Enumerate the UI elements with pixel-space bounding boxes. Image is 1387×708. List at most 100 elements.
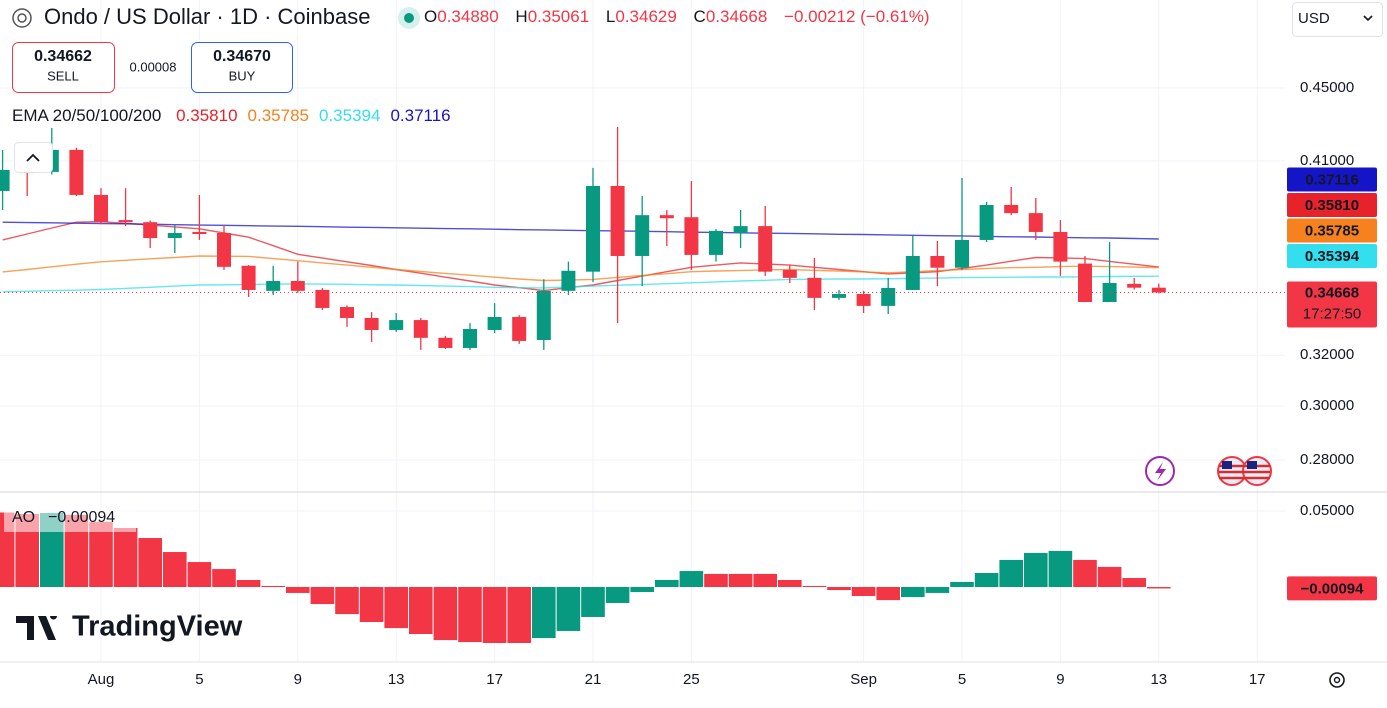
sell-price[interactable]: 0.34662 (34, 48, 92, 65)
ao-bar (704, 573, 728, 588)
x-tick-label: 21 (585, 671, 602, 688)
candle-body (1078, 263, 1092, 302)
candle-body (758, 226, 773, 272)
collapse-button[interactable] (14, 142, 53, 173)
x-tick-label: 5 (195, 671, 203, 688)
sell-button[interactable] (12, 42, 115, 93)
currency[interactable]: USD (1298, 10, 1330, 27)
ao-bar (163, 552, 187, 588)
candle-body (340, 307, 354, 318)
last-price-label: 0.34668 (1305, 284, 1359, 301)
settings-icon[interactable] (1329, 672, 1345, 688)
x-tick-label: Sep (850, 671, 877, 688)
candle-body (217, 232, 231, 267)
lightning[interactable] (1155, 462, 1166, 481)
ao-bar (359, 587, 384, 622)
candle-body (94, 194, 108, 223)
candle-body (192, 231, 207, 235)
ao-tag-label: −0.00094 (1301, 580, 1365, 597)
candle-body (463, 329, 477, 348)
plot (0, 126, 1285, 643)
ao-bar (630, 587, 654, 593)
ao-bar (802, 585, 827, 588)
sell-label[interactable]: SELL (47, 68, 79, 83)
x-tick-label: 13 (388, 671, 405, 688)
ao-bar (974, 573, 999, 588)
ao-bar (925, 587, 950, 593)
ao-bar (901, 587, 925, 598)
candle-body (118, 220, 133, 223)
symbol-icon (12, 8, 32, 28)
currency-chevron[interactable] (1363, 15, 1373, 22)
ao-bar (261, 585, 285, 588)
candle-body (69, 149, 84, 195)
y-tick-label: 0.30000 (1300, 397, 1354, 414)
y-tick-label: 0.28000 (1300, 451, 1354, 468)
ao-bar (15, 513, 39, 588)
candle-body (979, 204, 994, 240)
candle-body (930, 255, 945, 268)
price-tag (1287, 243, 1377, 268)
candle-body (610, 186, 625, 256)
candle-body (856, 294, 871, 306)
ohlc-key: C (694, 7, 706, 26)
candle-body (364, 317, 379, 330)
ema-line (2, 221, 1159, 240)
candle-body (1102, 282, 1117, 302)
ao-bar (458, 587, 482, 643)
symbol-icon-inner (17, 13, 27, 23)
indicator-value: 0.35394 (319, 106, 380, 125)
ao-bar (605, 587, 630, 603)
candle-body (487, 317, 502, 330)
candle-body (1028, 213, 1043, 232)
price-tag-label: 0.35785 (1305, 222, 1359, 239)
candle-body (659, 215, 674, 219)
countdown: 17:27:50 (1303, 305, 1361, 322)
x-tick-label: 25 (683, 671, 700, 688)
candle-body (955, 239, 969, 268)
settings-icon-inner[interactable] (1333, 676, 1341, 684)
candle-body (905, 255, 920, 290)
candle-body (1151, 287, 1166, 293)
currency-select[interactable] (1292, 2, 1383, 37)
ao-bar (1097, 566, 1122, 588)
ema-line (2, 255, 1159, 282)
price-tag (1287, 192, 1377, 217)
ao-bar (753, 573, 777, 588)
ao-bar (212, 569, 236, 588)
candle-body (832, 294, 846, 298)
collapse-icon[interactable] (26, 153, 40, 162)
ohlc-key: H (515, 7, 527, 26)
candle-body (782, 269, 797, 278)
indicator-value: 0.37116 (390, 106, 450, 125)
ao-bar (433, 587, 458, 641)
ao-bar (113, 527, 138, 588)
y-tick-label: 0.32000 (1300, 346, 1354, 363)
ao-bar (236, 580, 261, 588)
ao-bar (1147, 587, 1171, 589)
ao-bar (655, 580, 679, 588)
ohlc-value: 0.34629 (615, 7, 676, 26)
ao-bar (556, 587, 581, 631)
candle-body (389, 320, 404, 330)
buy-label[interactable]: BUY (229, 68, 256, 83)
ohlc-value: 0.35061 (528, 7, 589, 26)
y-tick-label: 0.41000 (1300, 152, 1354, 169)
y-tick-label: 0.45000 (1300, 79, 1354, 96)
ohlc-value: 0.34880 (437, 7, 498, 26)
ao-bar (532, 587, 556, 639)
buy-price[interactable]: 0.34670 (213, 48, 271, 65)
ao-bar (89, 521, 113, 588)
y-tick-label: 0.05000 (1300, 502, 1354, 519)
x-tick-label: 13 (1150, 671, 1167, 688)
ao-tag (1287, 576, 1377, 601)
candle-body (143, 222, 158, 239)
grid (0, 0, 1285, 662)
x-tick-label: Aug (88, 671, 115, 688)
x-tick-label: 9 (294, 671, 302, 688)
price-tag-label: 0.35810 (1305, 197, 1359, 214)
candle-body (413, 320, 428, 338)
buy-button[interactable] (191, 42, 293, 93)
